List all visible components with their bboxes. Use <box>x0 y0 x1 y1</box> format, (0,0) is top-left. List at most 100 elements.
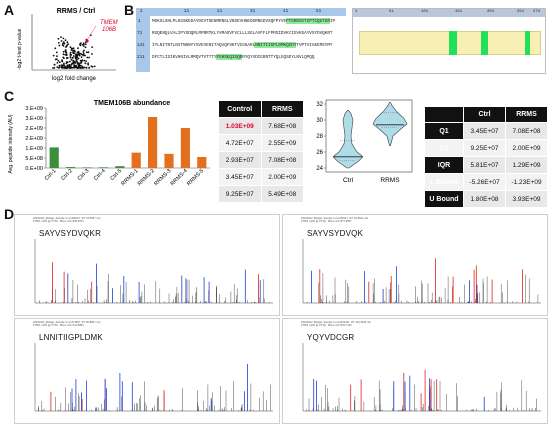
violin-ytick-label: 32 <box>316 102 323 108</box>
table-cell: 3.45E+07 <box>218 168 262 186</box>
volcano-point <box>77 62 80 65</box>
quartile-stats-table: Ctrl RRMS Q1 3.45E+07 7.08E+08 Q3 9.25E+… <box>424 106 548 208</box>
volcano-title: RRMS / Ctrl <box>57 8 96 15</box>
volcano-point <box>71 56 74 59</box>
volcano-point <box>58 64 61 67</box>
sequence-box: 1 11 21 31 41 51 1 71 141 211 MGKSLSHLPL… <box>136 8 346 72</box>
bar-ytick-label: 2.E+09 <box>25 136 43 142</box>
volcano-point <box>87 51 90 54</box>
bar-ctrl-1 <box>49 147 59 168</box>
volcano-point <box>82 43 85 46</box>
table-cell: -5.26E+07 <box>463 173 506 191</box>
volcano-point <box>80 56 83 58</box>
volcano-point <box>91 53 93 55</box>
volcano-xlabel: log2 fold change <box>52 76 97 82</box>
bar-ytick-label: 2.E+09 <box>25 126 43 132</box>
stats-header-rrms: RRMS <box>505 106 548 123</box>
volcano-point <box>60 40 63 42</box>
table-cell: 3.93E+09 <box>505 190 548 208</box>
seq-highlight-2 <box>254 42 296 48</box>
volcano-point <box>84 43 87 46</box>
volcano-point <box>93 65 96 68</box>
volcano-point <box>84 46 87 49</box>
volcano-point <box>62 67 64 69</box>
spectrum-3-peptide: LNNITIIGPLDMK <box>39 333 103 342</box>
volcano-point <box>63 64 66 67</box>
spectrum-4-peaks <box>302 343 541 412</box>
volcano-point <box>63 62 65 65</box>
volcano-point <box>85 51 88 54</box>
volcano-point <box>55 58 58 61</box>
volcano-point <box>57 37 60 40</box>
volcano-point <box>65 54 68 57</box>
spectrum-1-peptide: SAYVSYDVQKR <box>39 229 102 238</box>
table-row: 4.72E+07 2.55E+09 <box>218 134 304 152</box>
seq-highlight-3 <box>216 54 242 60</box>
volcano-point <box>90 65 93 68</box>
volcano-point <box>85 66 87 69</box>
spectrum-1-peaks <box>34 239 273 304</box>
volcano-point <box>62 53 65 56</box>
volcano-point <box>64 53 67 56</box>
table-row: 3.45E+07 2.00E+09 <box>218 168 304 186</box>
ruler-1: 1 <box>140 9 143 14</box>
bar-ctrl-5 <box>115 166 125 168</box>
violin-rrms <box>372 102 408 146</box>
table-cell: 4.72E+07 <box>218 134 262 152</box>
bar-rrms-1 <box>131 152 141 168</box>
volcano-point <box>58 61 61 64</box>
table-cell: 1.80E+08 <box>463 190 506 208</box>
table-header-control: Control <box>218 100 262 118</box>
volcano-point <box>86 56 89 59</box>
volcano-point <box>87 63 90 66</box>
table-row: L Bound -5.26E+07 -1.23E+09 <box>424 173 548 191</box>
bar-ytick-label: 5.E+08 <box>25 156 43 162</box>
volcano-point <box>77 53 79 56</box>
stats-header-ctrl: Ctrl <box>463 106 506 123</box>
violin-ytick-label: 24 <box>316 166 323 172</box>
volcano-point <box>62 56 65 59</box>
stats-row-label: L Bound <box>424 173 464 191</box>
volcano-point <box>65 51 68 54</box>
volcano-point <box>69 65 72 68</box>
volcano-points <box>52 34 96 69</box>
bar-ytick-label: 0.E+00 <box>25 166 43 172</box>
table-row: 1.03E+09 7.68E+08 <box>218 117 304 135</box>
bar-chart-ylabel: Avg. peptide intensity (AU) <box>8 114 14 173</box>
volcano-point <box>81 54 84 56</box>
volcano-point <box>75 54 77 57</box>
table-cell: 2.55E+09 <box>260 134 304 152</box>
bar-xtick-label: RRMS-5 <box>186 168 205 187</box>
volcano-point <box>72 60 75 62</box>
spectrum-3: 20191022_Bridget_Sample 4 ms #71807 RT: … <box>14 318 280 424</box>
volcano-point <box>79 44 82 47</box>
volcano-point <box>72 61 75 64</box>
violin-axes: 24 26 28 30 32 <box>316 102 326 172</box>
table-cell: 3.45E+07 <box>463 122 506 140</box>
stats-row-label: IQR <box>424 156 464 174</box>
volcano-point <box>70 63 73 66</box>
volcano-point <box>58 44 61 47</box>
volcano-point <box>66 41 69 44</box>
table-row: IQR 5.81E+07 1.29E+09 <box>424 156 548 174</box>
volcano-point <box>64 49 67 51</box>
panel-b-letter: B <box>124 2 135 18</box>
volcano-point <box>73 64 76 67</box>
spectrum-1: 20191022_Bridget_Sample 4 ms #60017 RT: … <box>14 214 280 316</box>
volcano-highlight-point <box>85 39 89 43</box>
panel-d-letter: D <box>4 206 15 222</box>
table-cell: -1.23E+09 <box>505 173 548 191</box>
table-cell: 7.08E+08 <box>260 151 304 169</box>
table-row: 2.93E+07 7.08E+08 <box>218 151 304 169</box>
bar-ytick-label: 1.E+09 <box>25 146 43 152</box>
bar-xtick-label: RRMS-3 <box>153 168 172 187</box>
volcano-point <box>76 51 79 54</box>
volcano-point <box>81 66 84 69</box>
bar-xtick-label: Ctrl-2 <box>60 168 74 182</box>
bar-rrms-5 <box>197 157 207 168</box>
ruler-31: 31 <box>250 9 256 14</box>
volcano-point <box>78 66 81 68</box>
volcano-point <box>57 67 60 69</box>
map-tick-201: 201 <box>487 10 495 14</box>
volcano-highlight-label-2: 106B <box>102 27 116 33</box>
